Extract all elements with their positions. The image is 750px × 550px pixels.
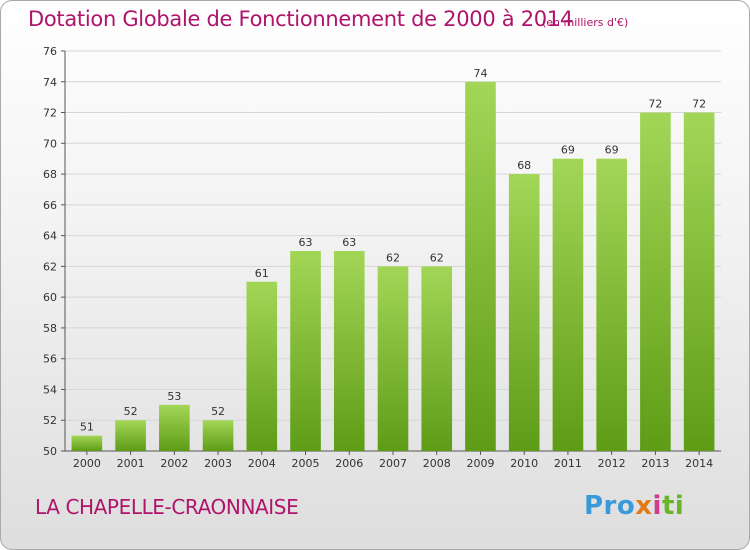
bar — [333, 251, 365, 451]
value-label: 63 — [299, 236, 313, 249]
x-tick-label: 2004 — [248, 457, 276, 470]
value-label: 62 — [430, 251, 444, 264]
chart-subtitle: (en milliers d'€) — [542, 16, 629, 29]
bar — [377, 266, 409, 451]
value-label: 74 — [473, 67, 487, 80]
y-tick-label: 72 — [43, 107, 57, 120]
y-tick-label: 76 — [43, 45, 57, 58]
commune-name: LA CHAPELLE-CRAONNAISE — [35, 495, 299, 519]
axes: 50 52 54 56 58 60 62 64 66 68 70 72 74 76 2000 2001 2002… — [43, 45, 721, 470]
bars — [71, 81, 715, 452]
y-tick-label: 54 — [43, 383, 57, 396]
bar — [465, 81, 496, 452]
y-tick-label: 60 — [43, 291, 57, 304]
value-label: 69 — [605, 144, 619, 157]
x-tick-label: 2005 — [292, 457, 320, 470]
value-label: 52 — [211, 405, 225, 418]
proxiti-logo[interactable]: Proxiti — [584, 491, 684, 521]
y-tick-label: 56 — [43, 353, 57, 366]
x-tick-label: 2010 — [510, 457, 538, 470]
logo-part: i — [652, 491, 662, 521]
y-tick-label: 66 — [43, 199, 57, 212]
value-label: 72 — [648, 98, 662, 111]
value-label: 63 — [342, 236, 356, 249]
y-tick-label: 64 — [43, 230, 57, 243]
logo-part: x — [635, 491, 653, 521]
bar — [508, 174, 540, 452]
x-tick-label: 2009 — [466, 457, 494, 470]
x-tick-label: 2012 — [598, 457, 626, 470]
y-tick-label: 74 — [43, 76, 57, 89]
bar — [683, 112, 715, 452]
y-tick-label: 62 — [43, 260, 57, 273]
x-tick-label: 2002 — [160, 457, 188, 470]
value-label: 69 — [561, 144, 575, 157]
x-tick-label: 2011 — [554, 457, 582, 470]
x-tick-label: 2006 — [335, 457, 363, 470]
bar — [421, 266, 453, 451]
logo-part: Pro — [584, 491, 636, 521]
x-tick-label: 2003 — [204, 457, 232, 470]
x-tick-label: 2014 — [685, 457, 713, 470]
value-label: 68 — [517, 159, 531, 172]
x-tick-label: 2000 — [73, 457, 101, 470]
value-label: 51 — [80, 421, 94, 434]
x-tick-label: 2008 — [423, 457, 451, 470]
value-label: 72 — [692, 98, 706, 111]
x-tick-label: 2013 — [641, 457, 669, 470]
bar — [596, 158, 627, 451]
bar — [246, 281, 278, 451]
value-labels: 51 52 53 52 61 63 63 62 62 74 68 69 69 72 72 — [80, 67, 706, 434]
y-tick-label: 52 — [43, 414, 57, 427]
y-tick-label: 58 — [43, 322, 57, 335]
x-tick-label: 2001 — [117, 457, 145, 470]
bar — [115, 420, 146, 451]
value-label: 53 — [167, 390, 181, 403]
bar — [640, 112, 671, 452]
y-tick-label: 70 — [43, 137, 57, 150]
bar — [159, 404, 190, 451]
bar — [290, 251, 321, 451]
y-tick-label: 50 — [43, 445, 57, 458]
y-tick-label: 68 — [43, 168, 57, 181]
bar — [202, 420, 234, 451]
bar — [552, 158, 584, 451]
value-label: 52 — [124, 405, 138, 418]
chart-title: Dotation Globale de Fonctionnement de 20… — [28, 7, 573, 31]
value-label: 62 — [386, 251, 400, 264]
bar — [71, 435, 103, 451]
x-tick-label: 2007 — [379, 457, 407, 470]
value-label: 61 — [255, 267, 269, 280]
logo-part: ti — [661, 491, 685, 521]
